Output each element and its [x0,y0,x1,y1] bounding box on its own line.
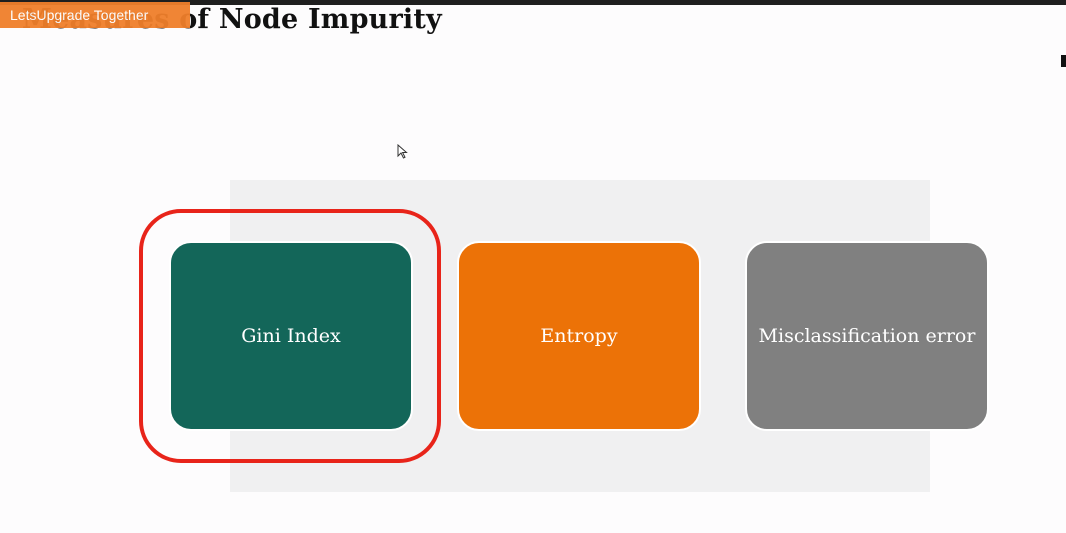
brand-badge: LetsUpgrade Together [0,2,190,28]
entropy-label: Entropy [540,325,618,347]
highlight-circle-annotation [139,209,441,463]
misclassification-error-card: Misclassification error [745,241,989,431]
mouse-pointer-icon [397,144,408,159]
window-top-edge [0,0,1066,5]
misclassification-error-label: Misclassification error [758,325,976,347]
gini-index-label: Gini Index [241,325,341,347]
entropy-card: Entropy [457,241,701,431]
gini-index-card: Gini Index [169,241,413,431]
edge-marker [1061,55,1066,67]
